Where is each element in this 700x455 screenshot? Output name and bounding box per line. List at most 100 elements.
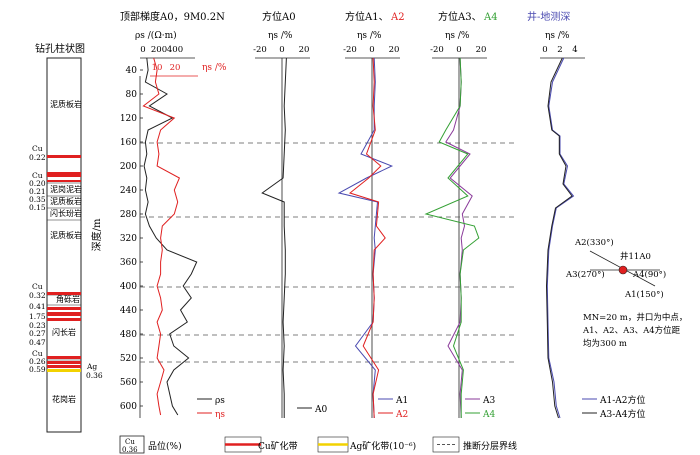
depth-tick-label: 520 — [120, 354, 137, 364]
boundary-label: 推断分层界线 — [463, 440, 517, 452]
p5-tick-label: 4 — [572, 45, 577, 55]
diagram-note-1: MN=20 m，井口为中点， — [583, 312, 687, 323]
cu-value: 0.21 — [29, 187, 46, 196]
azimuth-a3: A3(270°) — [565, 269, 605, 280]
legend-a4: A4 — [482, 410, 495, 420]
zero-lines — [281, 58, 460, 418]
depth-tick-label: 320 — [120, 234, 137, 244]
eta-red-axis-label: ηs /% — [202, 63, 227, 73]
legend-a3: A3 — [482, 396, 495, 406]
p2-axis-label: ηs /% — [268, 31, 293, 41]
p3-tick-label: -20 — [343, 45, 357, 55]
depth-tick-label: 40 — [126, 66, 138, 76]
legend-eta: ηs — [215, 410, 225, 420]
depth-tick-label: 440 — [120, 306, 137, 316]
rho-tick-label: 400 — [167, 45, 183, 55]
panel3-title-b: A2 — [390, 12, 405, 23]
depth-tick-label: 200 — [120, 162, 137, 172]
a3a4-curve — [545, 57, 573, 419]
cu-value: 0.32 — [29, 291, 46, 300]
ag-zone — [47, 369, 81, 372]
p4-tick-label: 20 — [476, 45, 487, 55]
panel4-title-b: A4 — [483, 12, 498, 23]
cu-value: 0.59 — [29, 365, 46, 374]
a4-curve — [424, 57, 480, 418]
depth-tick-label: 160 — [120, 138, 137, 148]
borehole-title: 钻孔柱状图 — [35, 42, 85, 55]
p3-tick-label: 20 — [389, 45, 400, 55]
azimuth-a2: A2(330°) — [574, 237, 614, 248]
legend-a1: A1 — [395, 396, 408, 406]
p2-tick-label: 20 — [299, 45, 310, 55]
azimuth-a1: A1(150°) — [624, 289, 664, 300]
p3-tick-label: 0 — [369, 45, 374, 55]
cu-value: 0.47 — [29, 338, 46, 347]
eta-curve — [142, 57, 181, 416]
cu-value: 0.23 — [29, 321, 46, 330]
p4-axis-label: ηs /% — [445, 31, 470, 41]
rock-label: 花岗岩 — [52, 394, 76, 404]
depth-tick-label: 480 — [120, 330, 137, 340]
a0-curve — [261, 57, 287, 418]
depth-tick-label: 400 — [120, 282, 137, 292]
p5-tick-label: 0 — [542, 45, 547, 55]
cu-label: Cu — [32, 171, 43, 180]
diagram-note-3: 均为300 m — [583, 338, 627, 349]
cu-label: Cu — [32, 282, 43, 291]
ag-value: 0.36 — [86, 371, 103, 380]
grade-box-bottom: 0.36 — [122, 446, 138, 454]
p4-tick-label: -20 — [430, 45, 444, 55]
borehole-column — [46, 57, 82, 433]
rock-label: 泥质板岩 — [50, 196, 82, 206]
panel-axes — [139, 57, 585, 418]
a1a2-curve — [546, 57, 575, 419]
rock-labels: 泥质板岩 泥岗泥岩 泥质板岩 闪长玢岩 泥质板岩 角砾岩 闪长岩 花岗岩 — [50, 99, 82, 404]
cu-value: 1.75 — [29, 312, 46, 321]
curves — [142, 57, 575, 419]
panel-legends: ρs ηs A0 A1 A2 A3 A4 A1-A2方位 A3-A4方位 — [197, 394, 646, 420]
rock-label: 泥质板岩 — [50, 99, 82, 109]
depth-tick-label: 80 — [126, 90, 138, 100]
grade-box-top: Cu — [125, 438, 135, 446]
panel3-title-a: 方位A1、 — [345, 10, 389, 23]
rho-axis-label: ρs /(Ω·m) — [135, 30, 177, 41]
grade-text: 品位(%) — [148, 440, 182, 452]
panel4-title-a: 方位A3、 — [438, 10, 482, 23]
p2-tick-label: 0 — [279, 45, 284, 55]
depth-tick-label: 280 — [120, 210, 137, 220]
panel5-title: 井-地测深 — [527, 10, 570, 23]
ag-label: Ag — [86, 362, 97, 371]
rho-tick-label: 200 — [151, 45, 167, 55]
diagram-note-2: A1、A2、A3、A4方位距 — [582, 325, 681, 336]
cu-value: 0.22 — [29, 153, 46, 162]
depth-ticks: 40 80 120 160 200 240 280 320 360 400 440 480 520 560… — [120, 66, 143, 412]
ag-zone-label: Ag矿化带(10⁻⁶) — [349, 440, 416, 452]
p3-axis-label: ηs /% — [357, 31, 382, 41]
well-marker — [618, 265, 628, 275]
depth-tick-label: 600 — [120, 402, 137, 412]
p5-tick-label: 2 — [557, 45, 562, 55]
cu-zone-label: Cu矿化带 — [258, 440, 298, 452]
well-label: 井11A0 — [620, 251, 651, 262]
cu-zones — [47, 155, 81, 368]
rock-label: 角砾岩 — [56, 294, 80, 304]
cu-value: 0.35 — [29, 195, 46, 204]
legend-a2: A2 — [395, 410, 408, 420]
panel2-title: 方位A0 — [262, 10, 296, 23]
p2-tick-label: -20 — [253, 45, 267, 55]
depth-tick-label: 360 — [120, 258, 137, 268]
p5-axis-label: ηs /% — [545, 31, 570, 41]
p4-tick-label: 0 — [456, 45, 461, 55]
rock-label: 闪长玢岩 — [50, 208, 82, 218]
cu-value: 0.20 — [29, 179, 46, 188]
legend-rho: ρs — [215, 396, 225, 406]
legend-a3a4: A3-A4方位 — [599, 408, 646, 420]
depth-tick-label: 560 — [120, 378, 137, 388]
grade-box — [119, 435, 145, 454]
legend-a1a2: A1-A2方位 — [599, 394, 646, 406]
cu-label: Cu — [32, 144, 43, 153]
panel1-title: 顶部梯度A0，9M0.2N — [120, 10, 225, 23]
a2-curve — [348, 57, 386, 419]
